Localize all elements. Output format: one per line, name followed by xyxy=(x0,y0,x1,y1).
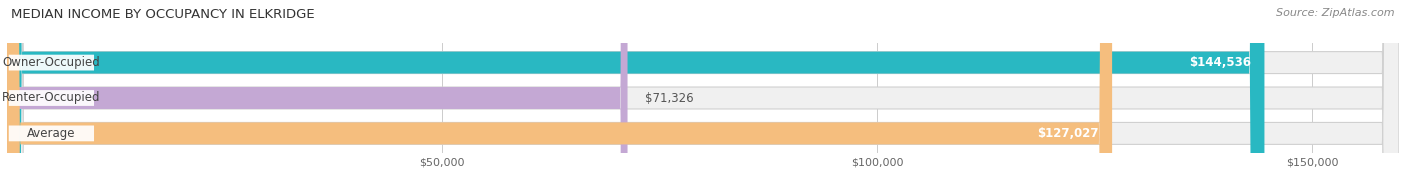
Text: Owner-Occupied: Owner-Occupied xyxy=(3,56,100,69)
Text: $144,536: $144,536 xyxy=(1189,56,1251,69)
FancyBboxPatch shape xyxy=(7,0,1399,196)
FancyBboxPatch shape xyxy=(7,0,1399,196)
Text: Average: Average xyxy=(27,127,76,140)
Text: $127,027: $127,027 xyxy=(1038,127,1099,140)
FancyBboxPatch shape xyxy=(7,0,1399,196)
Text: Source: ZipAtlas.com: Source: ZipAtlas.com xyxy=(1277,8,1395,18)
FancyBboxPatch shape xyxy=(7,0,627,196)
Text: $71,326: $71,326 xyxy=(645,92,693,104)
Text: Renter-Occupied: Renter-Occupied xyxy=(3,92,101,104)
FancyBboxPatch shape xyxy=(8,55,94,71)
FancyBboxPatch shape xyxy=(8,125,94,141)
FancyBboxPatch shape xyxy=(7,0,1112,196)
Text: MEDIAN INCOME BY OCCUPANCY IN ELKRIDGE: MEDIAN INCOME BY OCCUPANCY IN ELKRIDGE xyxy=(11,8,315,21)
FancyBboxPatch shape xyxy=(8,90,94,106)
FancyBboxPatch shape xyxy=(7,0,1264,196)
